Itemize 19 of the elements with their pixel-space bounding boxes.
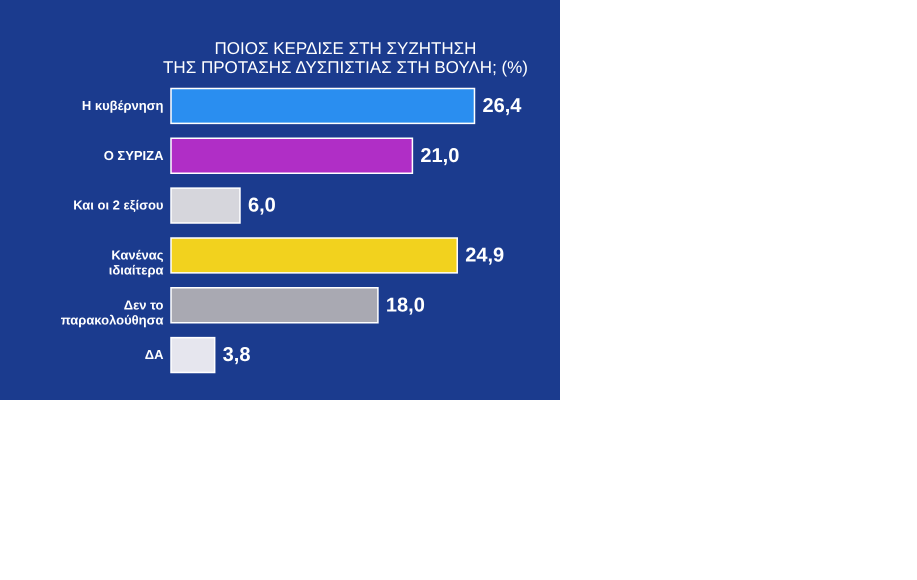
- bar: [170, 336, 216, 374]
- data-label: 24,9: [465, 244, 504, 266]
- data-label: 26,4: [482, 94, 522, 117]
- data-label: 6,0: [248, 194, 276, 217]
- y-tick-label: Δεν το παρακολούθησα: [60, 297, 164, 328]
- data-label: 21,0: [420, 144, 460, 167]
- y-tick-label: Και οι 2 εξίσου: [73, 198, 164, 213]
- bar: [170, 287, 379, 324]
- y-tick-label: Κανένας ιδιαίτερα: [108, 247, 164, 278]
- data-label: 3,8: [222, 344, 250, 366]
- bar: [170, 187, 241, 224]
- y-tick-label: Ο ΣΥΡΙΖΑ: [104, 148, 164, 163]
- y-tick-label: ΔΑ: [144, 347, 164, 362]
- chart-title: ΠΟΙΟΣ ΚΕΡΔΙΣΕ ΣΤΗ ΣΥΖΗΤΗΣΗ ΤΗΣ ΠΡΟΤΑΣΗΣ ΔΥΣΠΙΣΤΙΑΣ ΣΤΗ ΒΟΥΛΗ; (%): [163, 39, 528, 77]
- bar: [170, 88, 476, 124]
- bar: [170, 138, 414, 174]
- bar: [170, 237, 458, 274]
- y-tick-label: Η κυβέρνηση: [82, 98, 164, 113]
- data-label: 18,0: [386, 294, 425, 316]
